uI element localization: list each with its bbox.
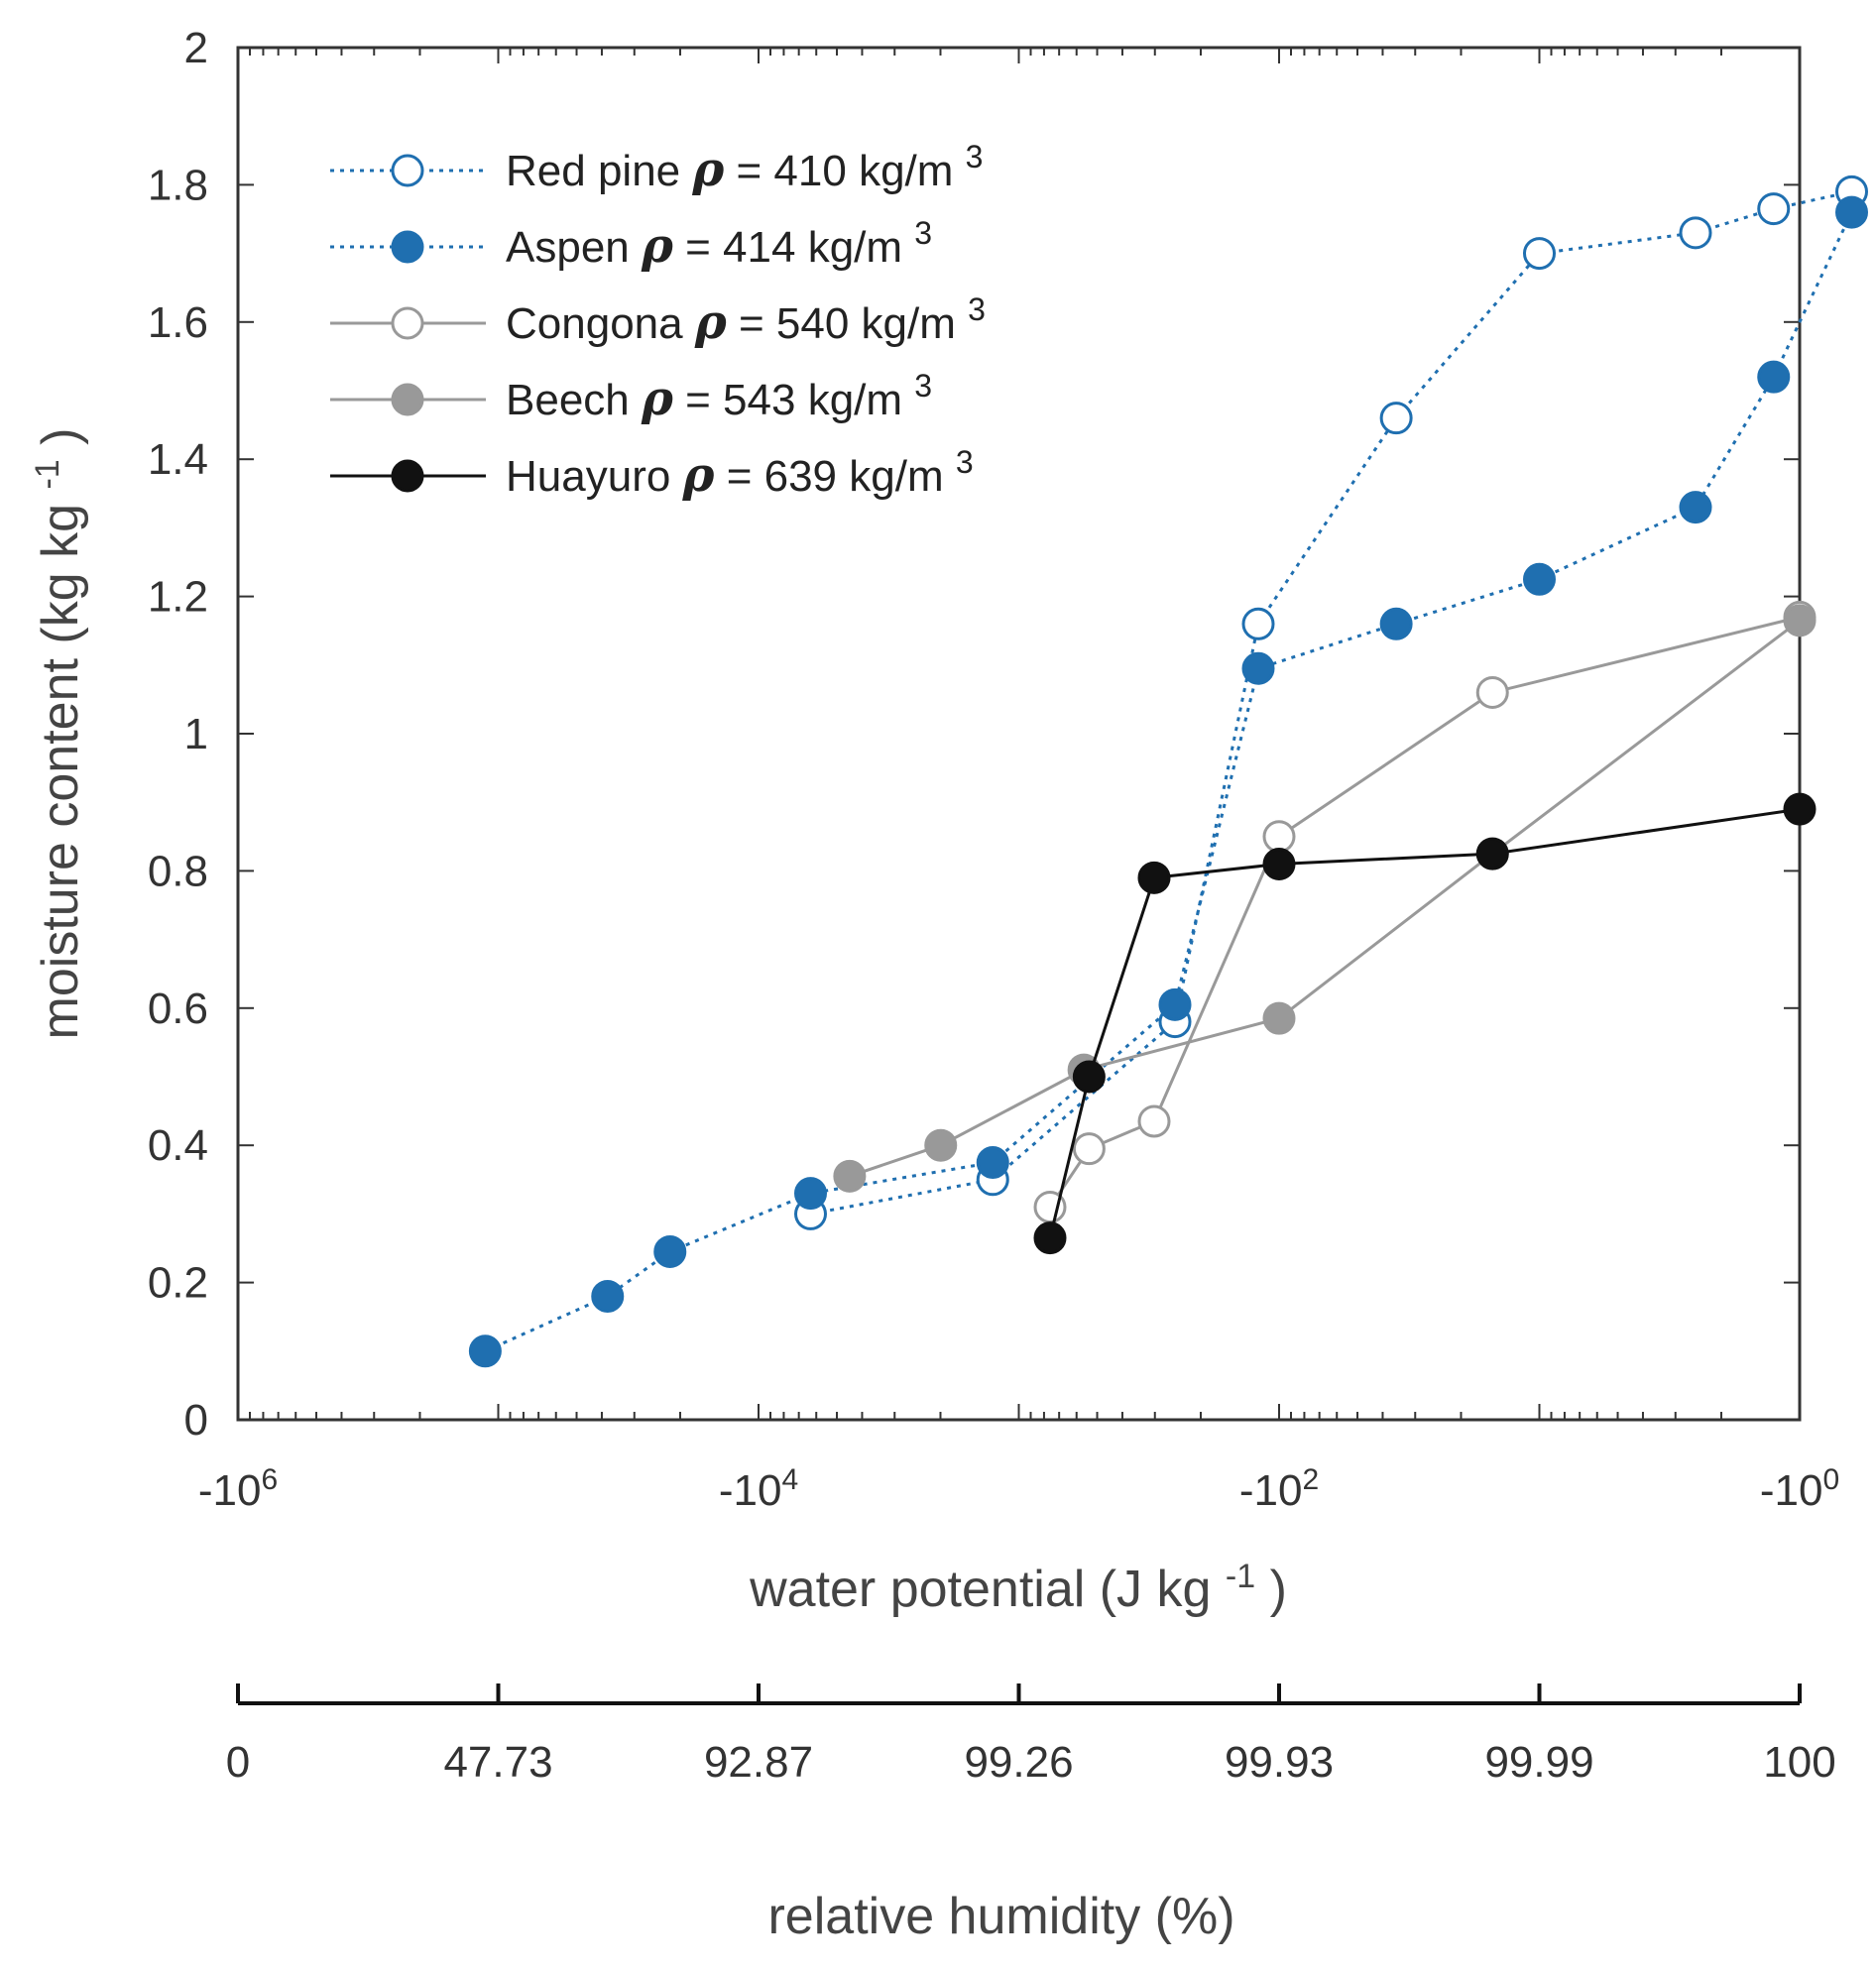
y-tick-label: 2 (184, 24, 208, 72)
relative-humidity-tick-label: 0 (226, 1738, 250, 1787)
legend-marker (391, 459, 424, 493)
legend-label: Beech ρ = 543 kg/m 3 (506, 368, 932, 426)
y-tick-label: 0.6 (148, 985, 208, 1033)
legend-label: Huayuro ρ = 639 kg/m 3 (506, 444, 974, 503)
series-line (1048, 807, 1801, 1238)
data-point (1475, 837, 1509, 870)
data-point (1783, 792, 1817, 826)
y-tick-label: 0.4 (148, 1121, 208, 1170)
x-axis-title: water potential (J kg -1 ) (749, 1558, 1287, 1618)
legend-item: Beech ρ = 543 kg/m 3 (330, 368, 932, 426)
data-point (1757, 192, 1791, 226)
legend-label: Congona ρ = 540 kg/m 3 (506, 291, 986, 350)
legend-item: Red pine ρ = 410 kg/m 3 (330, 139, 983, 197)
legend: Red pine ρ = 410 kg/m 3 Aspen ρ = 414 kg/… (330, 139, 986, 503)
relative-humidity-axis-title: relative humidity (%) (767, 1888, 1234, 1945)
legend-marker (391, 306, 424, 340)
data-point (1033, 1221, 1067, 1255)
series-layer (468, 174, 1868, 1368)
x-tick-label: -104 (719, 1463, 798, 1516)
y-tick-label: 1.2 (148, 573, 208, 622)
data-point (794, 1177, 827, 1211)
x-tick-label: -106 (198, 1463, 278, 1516)
data-point (833, 1159, 867, 1193)
data-point (1262, 1001, 1296, 1035)
data-point (1379, 607, 1413, 640)
y-tick-label: 0 (184, 1396, 208, 1445)
relative-humidity-tick-label: 47.73 (443, 1738, 552, 1787)
data-point (1523, 562, 1556, 596)
data-point (1783, 604, 1817, 638)
series-aspen (468, 195, 1868, 1368)
data-point (1523, 237, 1556, 271)
data-point (1757, 360, 1791, 394)
data-point (1679, 216, 1712, 250)
y-tick-labels: 0 0.2 0.4 0.6 0.8 1 1.2 1.4 1.6 1.8 2 (148, 24, 208, 1445)
legend-marker (391, 154, 424, 187)
legend-item: Congona ρ = 540 kg/m 3 (330, 291, 986, 350)
legend-label: Aspen ρ = 414 kg/m 3 (506, 215, 932, 274)
data-point (1072, 1132, 1106, 1166)
legend-label: Red pine ρ = 410 kg/m 3 (506, 139, 983, 197)
data-point (924, 1128, 958, 1162)
data-point (1475, 675, 1509, 709)
x-tick-label: -100 (1760, 1463, 1839, 1516)
data-point (1262, 847, 1296, 880)
legend-item: Aspen ρ = 414 kg/m 3 (330, 215, 932, 274)
data-point (976, 1146, 1009, 1179)
plot-frame (236, 46, 1802, 1422)
x-tick-label: -102 (1239, 1463, 1319, 1516)
legend-marker (391, 230, 424, 264)
y-axis-title: moisture content (kg kg -1 ) (29, 428, 89, 1040)
data-point (1262, 820, 1296, 854)
relative-humidity-tick-label: 99.26 (964, 1738, 1073, 1787)
y-tick-label: 1 (184, 710, 208, 758)
data-point (1835, 195, 1868, 229)
relative-humidity-tick-label: 99.99 (1484, 1738, 1593, 1787)
data-point (1137, 1104, 1171, 1138)
series-line (484, 211, 1853, 1353)
data-point (653, 1234, 687, 1268)
legend-marker (391, 383, 424, 416)
y-tick-label: 0.2 (148, 1259, 208, 1308)
data-point (591, 1279, 625, 1313)
data-point (1679, 491, 1712, 524)
data-point (1137, 861, 1171, 894)
data-point (1158, 987, 1192, 1021)
relative-humidity-tick-label: 99.93 (1225, 1738, 1334, 1787)
relative-humidity-axis: 0 47.73 92.87 99.26 99.93 99.99 100 (226, 1683, 1836, 1787)
data-point (1241, 607, 1275, 640)
data-point (468, 1334, 502, 1368)
y-tick-label: 0.8 (148, 847, 208, 895)
legend-item: Huayuro ρ = 639 kg/m 3 (330, 444, 974, 503)
y-tick-label: 1.8 (148, 161, 208, 209)
y-tick-label: 1.4 (148, 435, 208, 484)
relative-humidity-tick-label: 100 (1763, 1738, 1835, 1787)
y-tick-label: 1.6 (148, 298, 208, 347)
relative-humidity-tick-label: 92.87 (704, 1738, 813, 1787)
data-point (1072, 1060, 1106, 1094)
series-huayuro (1033, 792, 1817, 1255)
data-point (1241, 651, 1275, 685)
data-point (1379, 402, 1413, 435)
x-tick-labels: -106 -104 -102 -100 (198, 1463, 1839, 1516)
